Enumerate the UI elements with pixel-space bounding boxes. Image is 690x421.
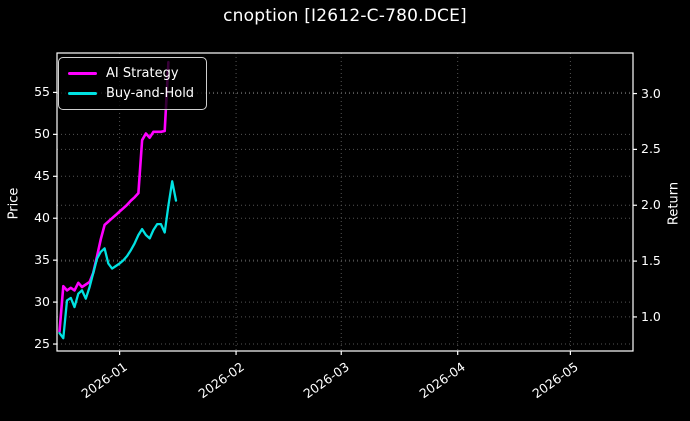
y-tick-label-return: 3.0 [641,85,661,101]
legend: AI Strategy Buy-and-Hold [58,57,208,110]
y-tick-label-price: 45 [34,168,50,184]
y-tick-label-price: 55 [34,84,50,100]
y-tick-label-return: 2.5 [641,141,661,157]
y-tick-label-price: 35 [34,252,50,268]
y-tick-label-return: 1.0 [641,308,661,324]
legend-item-buy-and-hold: Buy-and-Hold [68,83,194,103]
legend-item-ai-strategy: AI Strategy [68,63,194,83]
legend-label-ai-strategy: AI Strategy [106,65,179,81]
y-axis-label-return: Return [666,181,682,226]
y-tick-label-price: 25 [34,336,50,352]
series-ai-strategy [58,60,170,333]
y-tick-label-price: 50 [34,126,50,142]
ai-strategy-line-swatch [68,71,97,75]
series-buy-and-hold [58,180,178,340]
legend-label-buy-and-hold: Buy-and-Hold [106,85,195,101]
plot-border [56,52,634,352]
axes-ticks [53,91,637,355]
axes-spines [56,52,634,352]
y-tick-label-return: 1.5 [641,253,661,269]
y-tick-label-price: 30 [34,294,50,310]
buy-and-hold-line-swatch [68,91,97,95]
y-tick-label-price: 40 [34,210,50,226]
chart-title: cnoption [I2612-C-780.DCE] [223,6,467,26]
series-lines [58,60,178,340]
y-tick-label-return: 2.0 [641,197,661,213]
